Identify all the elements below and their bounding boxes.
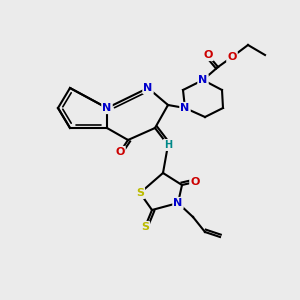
Text: S: S <box>136 188 144 198</box>
Text: N: N <box>143 83 153 93</box>
Text: N: N <box>180 103 190 113</box>
Text: N: N <box>102 103 112 113</box>
Text: O: O <box>115 147 125 157</box>
Text: N: N <box>198 75 208 85</box>
Text: O: O <box>227 52 237 62</box>
Text: N: N <box>173 198 183 208</box>
Text: H: H <box>164 140 172 150</box>
Text: O: O <box>203 50 213 60</box>
Text: S: S <box>141 222 149 232</box>
Text: O: O <box>190 177 200 187</box>
